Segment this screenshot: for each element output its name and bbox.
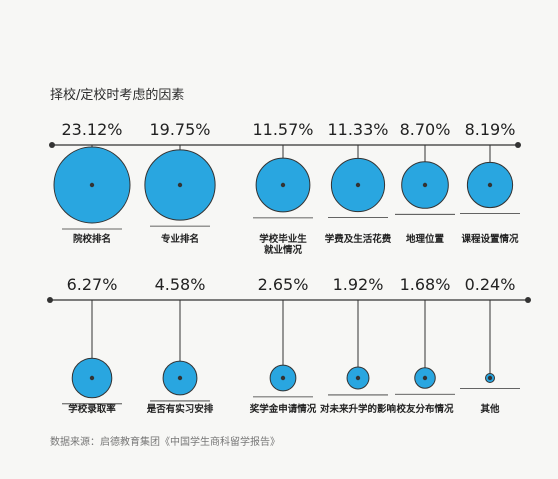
row-axis-end-dot xyxy=(515,142,521,148)
bubble-center-dot xyxy=(422,182,428,188)
row-axis-start-dot xyxy=(47,297,53,303)
bubble-center-dot xyxy=(355,182,361,188)
bubble-center-dot xyxy=(89,375,95,381)
category-label: 校友分布情况 xyxy=(396,403,454,415)
source-note: 数据来源：启德教育集团《中国学生商科留学报告》 xyxy=(50,437,280,448)
value-label: 6.27% xyxy=(67,275,118,294)
category-label: 对未来升学的影响 xyxy=(320,403,397,415)
bubble-center-dot xyxy=(487,375,493,381)
value-label: 8.19% xyxy=(465,120,516,139)
bubble-center-dot xyxy=(280,375,286,381)
row-axis-start-dot xyxy=(49,142,55,148)
value-label: 2.65% xyxy=(258,275,309,294)
value-label: 11.57% xyxy=(252,120,313,139)
category-label: 学校毕业生 xyxy=(259,233,307,245)
value-label: 1.92% xyxy=(333,275,384,294)
bubble-center-dot xyxy=(177,182,183,188)
bubble-center-dot xyxy=(355,375,361,381)
value-label: 4.58% xyxy=(155,275,206,294)
value-label: 8.70% xyxy=(400,120,451,139)
value-label: 23.12% xyxy=(61,120,122,139)
bubble-center-dot xyxy=(280,182,286,188)
category-label: 院校排名 xyxy=(73,233,111,245)
category-label: 学费及生活花费 xyxy=(325,233,392,245)
category-label: 课程设置情况 xyxy=(461,233,519,245)
category-label: 学校录取率 xyxy=(68,403,116,415)
category-label: 就业情况 xyxy=(264,244,303,256)
value-label: 19.75% xyxy=(149,120,210,139)
category-label: 地理位置 xyxy=(406,233,445,245)
category-label: 是否有实习安排 xyxy=(146,403,214,415)
bubble-center-dot xyxy=(422,375,428,381)
bubble-center-dot xyxy=(487,182,493,188)
value-label: 0.24% xyxy=(465,275,516,294)
category-label: 其他 xyxy=(480,403,500,415)
row-axis-end-dot xyxy=(525,297,531,303)
bubble-center-dot xyxy=(89,182,95,188)
category-label: 专业排名 xyxy=(161,233,199,245)
value-label: 1.68% xyxy=(400,275,451,294)
bubble-center-dot xyxy=(177,375,183,381)
category-label: 奖学金申请情况 xyxy=(250,403,317,415)
value-label: 11.33% xyxy=(327,120,388,139)
chart-title: 择校/定校时考虑的因素 xyxy=(50,88,185,103)
